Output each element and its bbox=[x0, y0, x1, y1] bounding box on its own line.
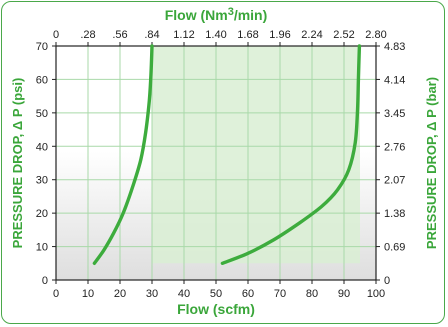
right-tick-label: 4.14 bbox=[384, 74, 405, 86]
y-tick-label: 40 bbox=[36, 141, 48, 153]
chart-frame bbox=[1, 1, 445, 324]
top-tick-label: 0 bbox=[53, 29, 59, 41]
top-tick-label: 1.96 bbox=[269, 29, 290, 41]
top-tick-label: .56 bbox=[112, 29, 127, 41]
y-tick-label: 50 bbox=[36, 108, 48, 120]
x-tick-label: 40 bbox=[178, 288, 190, 300]
x-tick-label: 90 bbox=[338, 288, 350, 300]
top-tick-label: 1.12 bbox=[173, 29, 194, 41]
y-tick-label: 10 bbox=[36, 242, 48, 254]
curve-line-2 bbox=[220, 44, 362, 265]
right-tick-label: 1.38 bbox=[384, 208, 405, 220]
top-tick-label: .28 bbox=[80, 29, 95, 41]
top-axis-title: Flow (Nm3/min) bbox=[165, 6, 268, 23]
right-tick-label: 3.45 bbox=[384, 108, 405, 120]
operating-band bbox=[152, 46, 360, 264]
right-tick-label: 0.69 bbox=[384, 242, 405, 254]
curve-line-1 bbox=[92, 44, 154, 265]
top-tick-label: 1.68 bbox=[237, 29, 258, 41]
right-axis-title: PRESSURE DROP, Δ P (bar) bbox=[424, 77, 439, 249]
y-tick-label: 20 bbox=[36, 208, 48, 220]
x-tick-label: 70 bbox=[274, 288, 286, 300]
x-tick-label: 80 bbox=[306, 288, 318, 300]
y-axis-title: PRESSURE DROP, Δ P (psi) bbox=[10, 78, 25, 249]
x-tick-label: 50 bbox=[210, 288, 222, 300]
y-tick-label: 60 bbox=[36, 74, 48, 86]
x-tick-label: 100 bbox=[367, 288, 385, 300]
right-tick-label: 0 bbox=[384, 275, 390, 287]
top-tick-label: 2.24 bbox=[301, 29, 322, 41]
right-tick-label: 2.76 bbox=[384, 141, 405, 153]
x-tick-label: 30 bbox=[146, 288, 158, 300]
top-tick-label: 2.52 bbox=[333, 29, 354, 41]
y-tick-label: 0 bbox=[42, 275, 48, 287]
right-tick-label: 2.07 bbox=[384, 175, 405, 187]
top-tick-label: .84 bbox=[144, 29, 159, 41]
x-tick-label: 20 bbox=[114, 288, 126, 300]
x-tick-label: 60 bbox=[242, 288, 254, 300]
x-tick-label: 0 bbox=[53, 288, 59, 300]
right-tick-label: 4.83 bbox=[384, 41, 405, 53]
top-tick-label: 2.80 bbox=[365, 29, 386, 41]
x-tick-label: 10 bbox=[82, 288, 94, 300]
y-tick-label: 70 bbox=[36, 41, 48, 53]
y-tick-label: 30 bbox=[36, 175, 48, 187]
top-tick-label: 1.40 bbox=[205, 29, 226, 41]
x-axis-title: Flow (scfm) bbox=[177, 301, 255, 317]
